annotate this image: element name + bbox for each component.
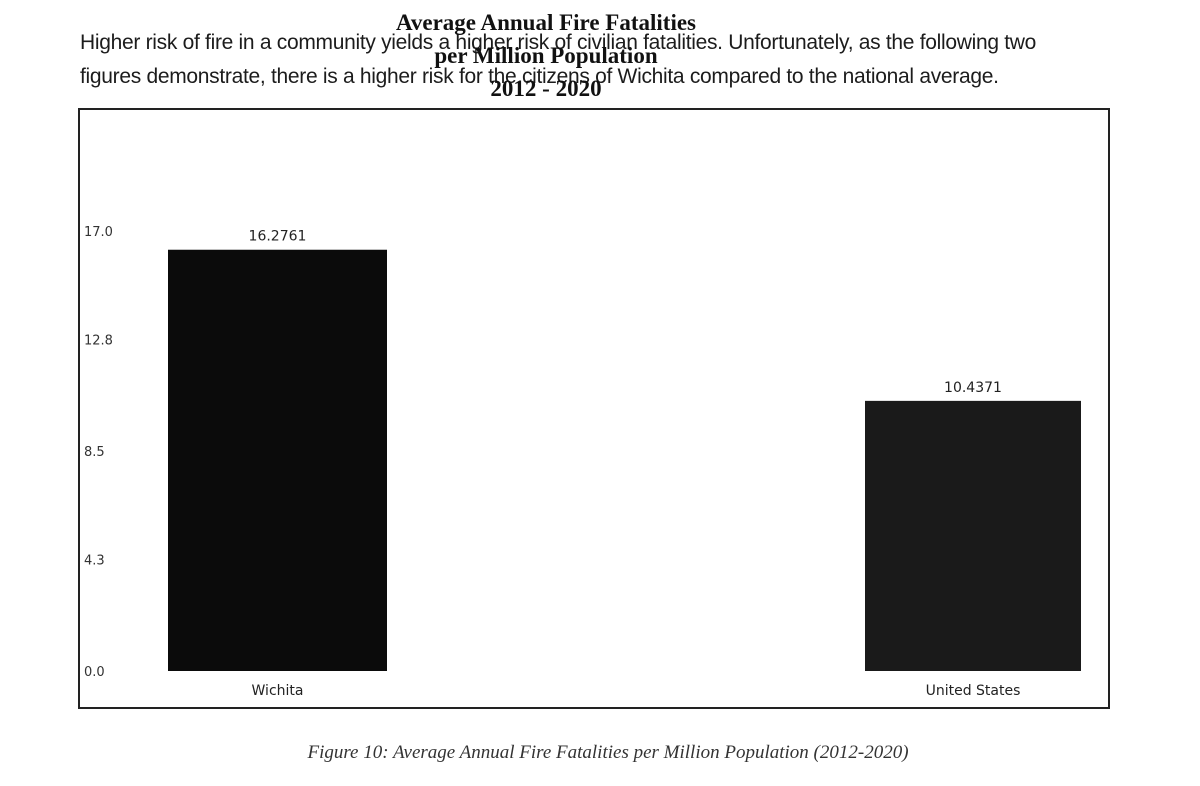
bar-united-states <box>865 400 1081 671</box>
y-tick-label: 0.0 <box>84 665 105 680</box>
intro-paragraph: Higher risk of fire in a community yield… <box>80 26 1160 94</box>
data-label: 16.2761 <box>249 229 307 245</box>
x-tick-label: Wichita <box>252 683 304 699</box>
intro-line-2: figures demonstrate, there is a higher r… <box>80 65 999 88</box>
chart-frame: 0.0 4.3 8.5 12.8 17.0 16.2761 Wichita 10.4371 Un… <box>78 108 1110 709</box>
x-tick-label: United States <box>926 683 1021 699</box>
y-tick-label: 17.0 <box>84 225 113 240</box>
bar-wichita <box>168 249 387 671</box>
figure-caption: Figure 10: Average Annual Fire Fatalitie… <box>307 742 909 763</box>
intro-line-1: Higher risk of fire in a community yield… <box>80 31 1037 54</box>
y-tick-label: 12.8 <box>84 334 113 349</box>
y-tick-label: 4.3 <box>84 554 105 569</box>
data-label: 10.4371 <box>944 380 1002 396</box>
bar-chart: 0.0 4.3 8.5 12.8 17.0 16.2761 Wichita 10.4371 Un… <box>84 225 1081 699</box>
y-tick-label: 8.5 <box>84 445 105 460</box>
